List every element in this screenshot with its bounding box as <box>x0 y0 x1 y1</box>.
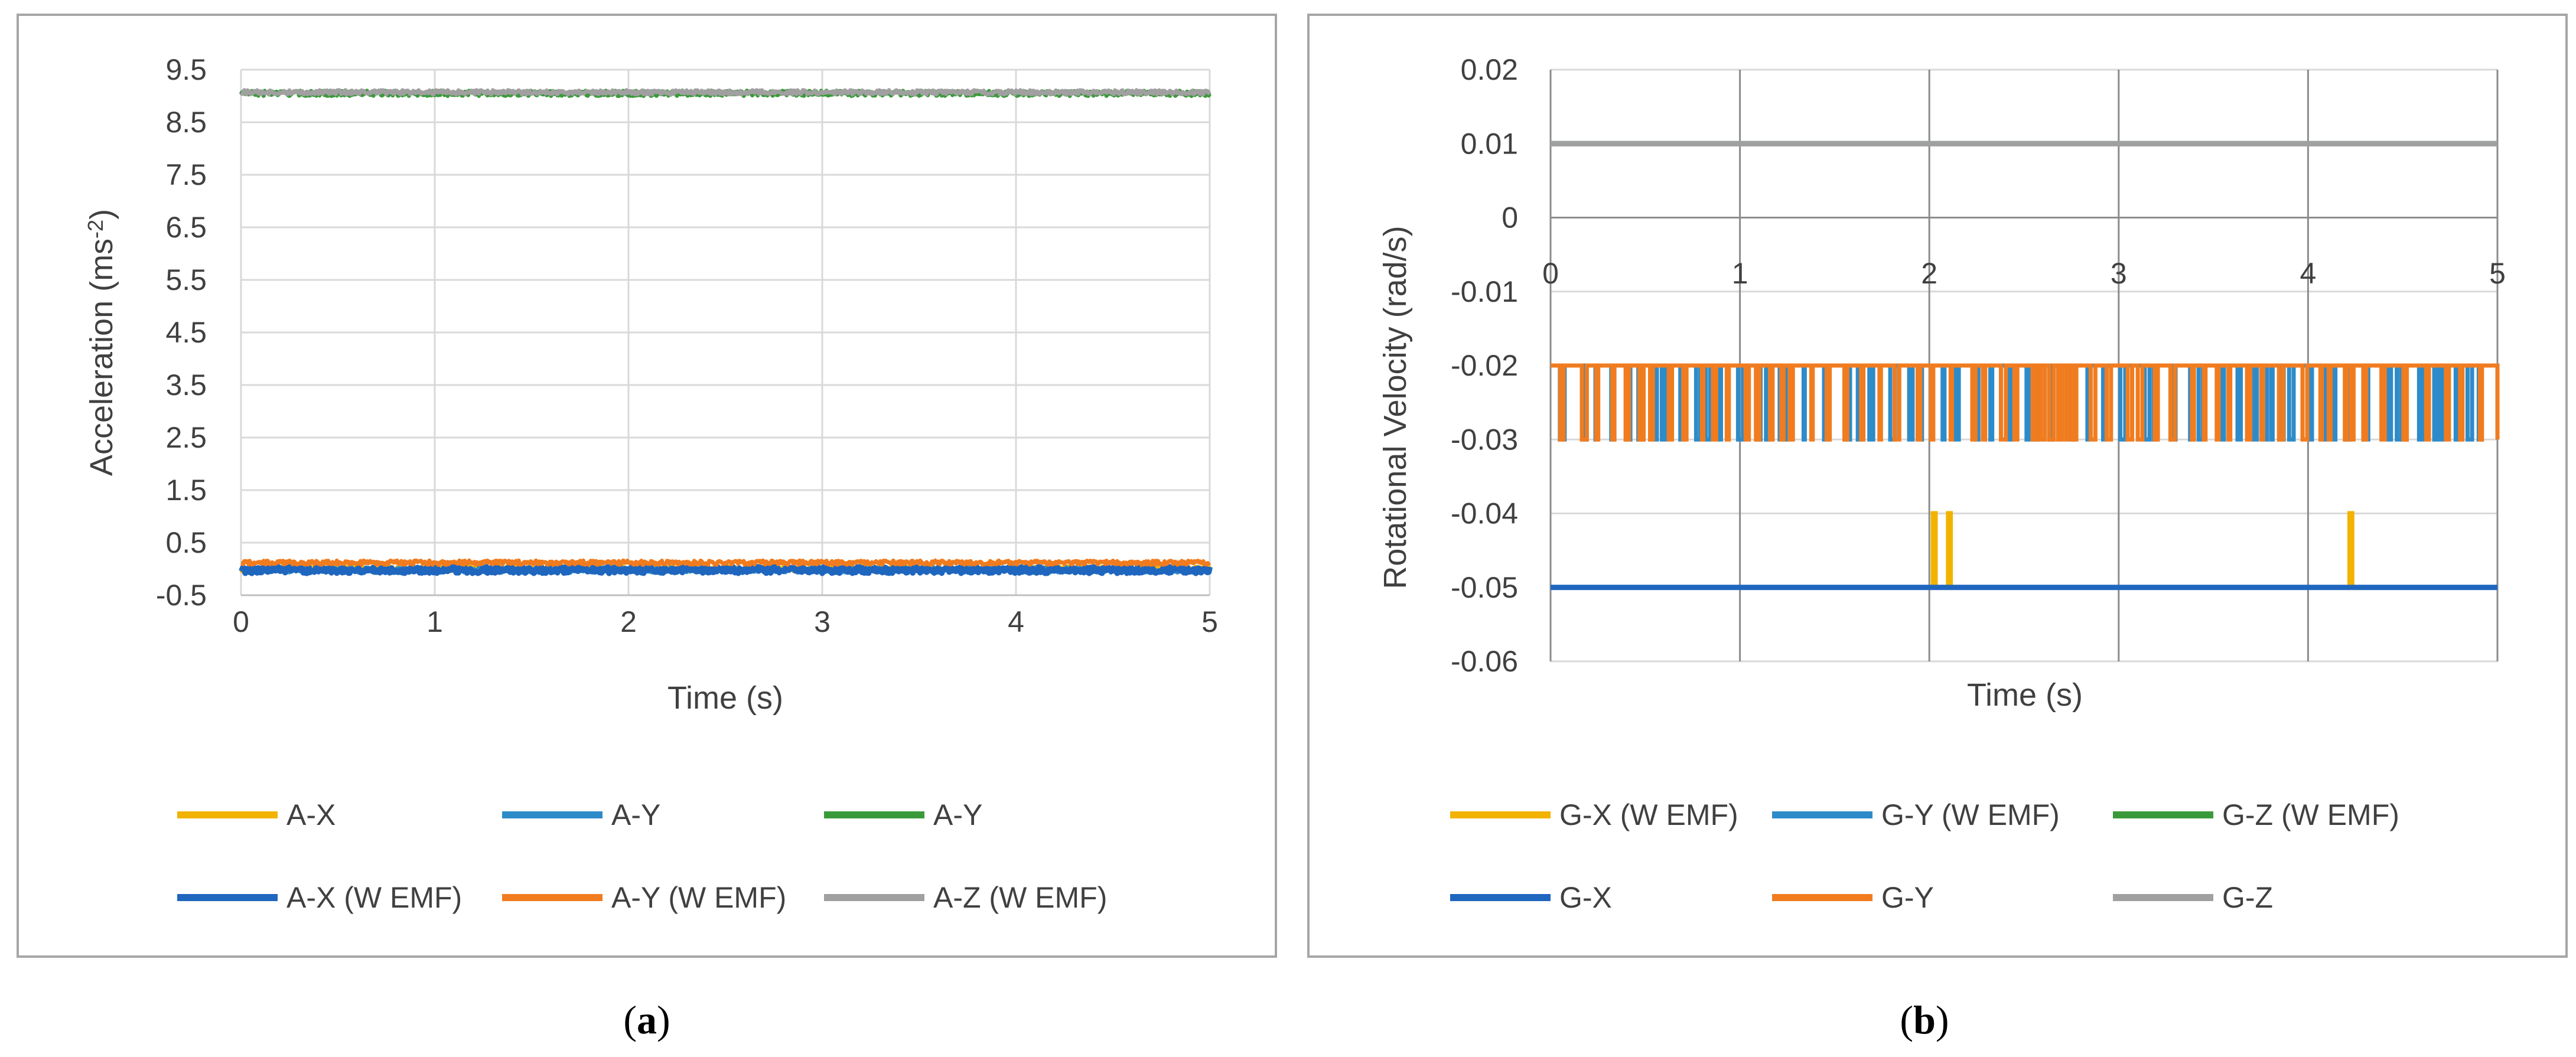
panel-b-series <box>1550 141 2500 591</box>
panel-a-caption: (a) <box>623 997 670 1042</box>
panel-a-y-axis-title: Acceleration (ms-2) <box>83 209 119 476</box>
series-g-x-w-emf-line <box>1550 511 2498 590</box>
panel-a-y-tick-label: 6.5 <box>165 211 207 244</box>
panel-b-y-tick-label: -0.02 <box>1451 349 1518 382</box>
legend-a-y-label: A-Y <box>611 798 660 831</box>
panel-b-x-tick-label: 2 <box>1921 257 1937 290</box>
panel-a-grid <box>240 68 1211 596</box>
panel-b-x-tick-label: 4 <box>2300 257 2316 290</box>
panel-a-y-tick-label: 3.5 <box>165 368 207 402</box>
panel-a-y-tick-label: 8.5 <box>165 106 207 139</box>
series-a-x-w-emf-line <box>239 563 1213 576</box>
panel-a-y-tick-label: 2.5 <box>165 421 207 454</box>
panel-b-x-tick-label: 5 <box>2489 257 2506 290</box>
panel-b-y-tick-label: 0.02 <box>1461 53 1518 86</box>
panel-a-x-tick-label: 5 <box>1201 605 1218 638</box>
legend-g-y-w-emf-label: G-Y (W EMF) <box>1881 798 2060 831</box>
panel-b-frame <box>1307 14 2568 958</box>
panel-b-x-tick-label: 3 <box>2111 257 2127 290</box>
panel-a-y-tick-label: 1.5 <box>165 474 207 507</box>
panel-a-legend: A-X A-Y A-Y A-X (W EMF) A-Y (W EMF) A-Z (W EM… <box>177 798 1107 914</box>
panel-b-y-tick-label: -0.01 <box>1451 275 1518 308</box>
panel-b-x-axis-title: Time (s) <box>1967 677 2083 713</box>
panel-a-x-tick-label: 2 <box>620 605 637 638</box>
panel-a: 9.5 8.5 7.5 6.5 5.5 4.5 3.5 2.5 1.5 0.5 -0.5 0 1 2 3 4… <box>17 14 1277 958</box>
panel-a-y-tick-label: -0.5 <box>156 579 207 612</box>
legend-a-z-w-emf-label: A-Z (W EMF) <box>933 881 1107 914</box>
legend-a-y-label: A-Y <box>933 798 982 831</box>
panel-b-x-tick-labels: 0 1 2 3 4 5 <box>1542 257 2506 290</box>
panel-a-x-tick-label: 4 <box>1008 605 1024 638</box>
panel-a-y-tick-labels: 9.5 8.5 7.5 6.5 5.5 4.5 3.5 2.5 1.5 0.5 -0.5 <box>156 53 207 612</box>
panel-a-series <box>239 88 1213 576</box>
series-g-y-line <box>1551 363 2500 442</box>
panel-b-y-tick-label: -0.05 <box>1451 571 1518 604</box>
panel-b-y-axis-title: Rotational Velocity (rad/s) <box>1377 226 1413 589</box>
panel-b-y-tick-label: 0 <box>1502 201 1518 234</box>
legend-a-x-label: A-X <box>286 798 336 831</box>
series-a-z-w-emf-line <box>239 88 1212 97</box>
panel-b-legend: G-X (W EMF) G-Y (W EMF) G-Z (W EMF) G-X G-Y G… <box>1450 798 2399 914</box>
panel-a-x-tick-labels: 0 1 2 3 4 5 <box>233 605 1218 638</box>
panel-b-y-tick-label: -0.06 <box>1451 645 1518 678</box>
panel-a-x-axis-title: Time (s) <box>667 680 783 716</box>
panel-b: 0.020.010-0.01-0.02-0.03-0.04-0.05-0.06 … <box>1307 14 2568 958</box>
panel-b-y-tick-label: 0.01 <box>1461 127 1518 160</box>
panel-a-y-tick-label: 0.5 <box>165 526 207 559</box>
panel-a-y-tick-label: 4.5 <box>165 316 207 349</box>
series-a-y-w-emf-line <box>240 558 1212 567</box>
legend-g-x-w-emf-label: G-X (W EMF) <box>1559 798 1738 831</box>
panel-a-x-tick-label: 1 <box>426 605 443 638</box>
panel-a-y-tick-label: 9.5 <box>165 53 207 86</box>
legend-g-z-w-emf-label: G-Z (W EMF) <box>2222 798 2399 831</box>
panel-b-y-tick-label: -0.04 <box>1451 497 1518 530</box>
legend-a-y-w-emf-label: A-Y (W EMF) <box>611 881 786 914</box>
panel-b-y-tick-labels: 0.02 0.01 0 -0.01 -0.02 -0.03 -0.04 -0.05 -0.06 <box>1451 53 1518 678</box>
legend-a-x-w-emf-label: A-X (W EMF) <box>286 881 462 914</box>
panel-a-y-tick-label: 7.5 <box>165 158 207 191</box>
panel-a-y-tick-label: 5.5 <box>165 263 207 296</box>
legend-g-z-label: G-Z <box>2222 881 2273 914</box>
panel-b-x-tick-label: 1 <box>1732 257 1748 290</box>
panel-b-y-tick-label: -0.03 <box>1451 423 1518 456</box>
panel-a-x-tick-label: 3 <box>814 605 831 638</box>
panel-b-caption: (b) <box>1900 997 1949 1042</box>
panel-a-frame <box>17 14 1277 958</box>
panel-a-x-tick-label: 0 <box>233 605 249 638</box>
legend-g-y-label: G-Y <box>1881 881 1934 914</box>
legend-g-x-label: G-X <box>1559 881 1612 914</box>
panel-b-x-tick-label: 0 <box>1542 257 1559 290</box>
